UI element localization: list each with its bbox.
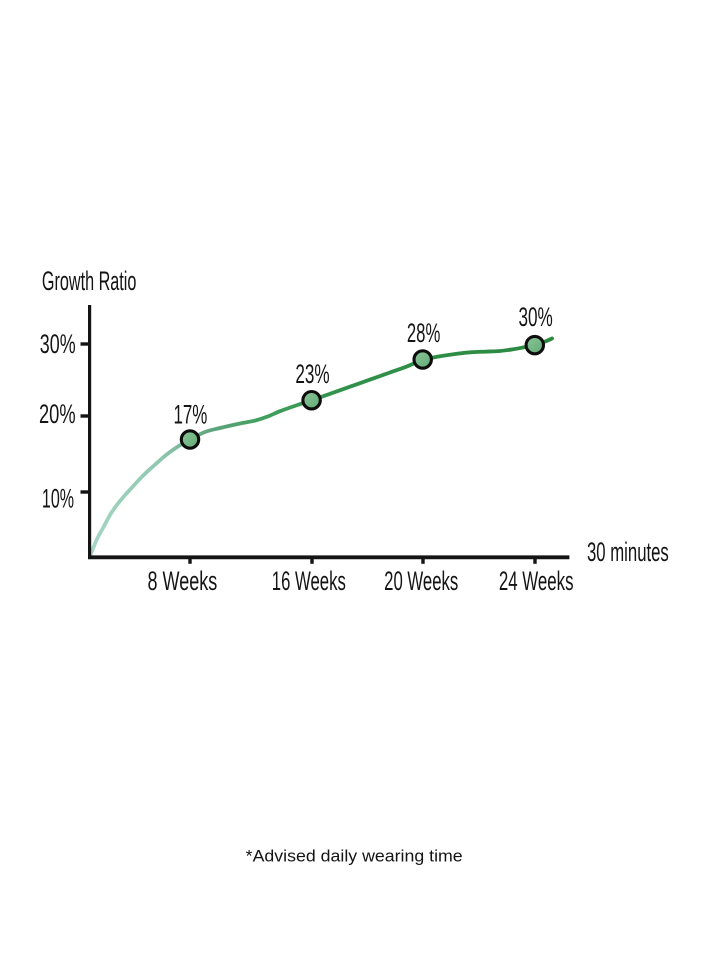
svg-text:20 Weeks: 20 Weeks	[384, 566, 458, 596]
svg-text:10%: 10%	[42, 484, 74, 514]
svg-text:20%: 20%	[39, 399, 76, 429]
svg-text:Growth Ratio: Growth Ratio	[42, 266, 136, 296]
svg-text:30 minutes: 30 minutes	[587, 537, 669, 567]
svg-text:*Advised daily wearing time: *Advised daily wearing time	[246, 847, 463, 866]
svg-text:8 Weeks: 8 Weeks	[148, 566, 218, 596]
svg-text:17%: 17%	[173, 399, 207, 429]
svg-text:30%: 30%	[40, 329, 76, 359]
svg-text:28%: 28%	[407, 318, 440, 348]
svg-text:30%: 30%	[518, 302, 552, 332]
svg-text:16 Weeks: 16 Weeks	[272, 566, 346, 596]
svg-text:24 Weeks: 24 Weeks	[499, 566, 574, 596]
svg-text:23%: 23%	[295, 359, 329, 389]
